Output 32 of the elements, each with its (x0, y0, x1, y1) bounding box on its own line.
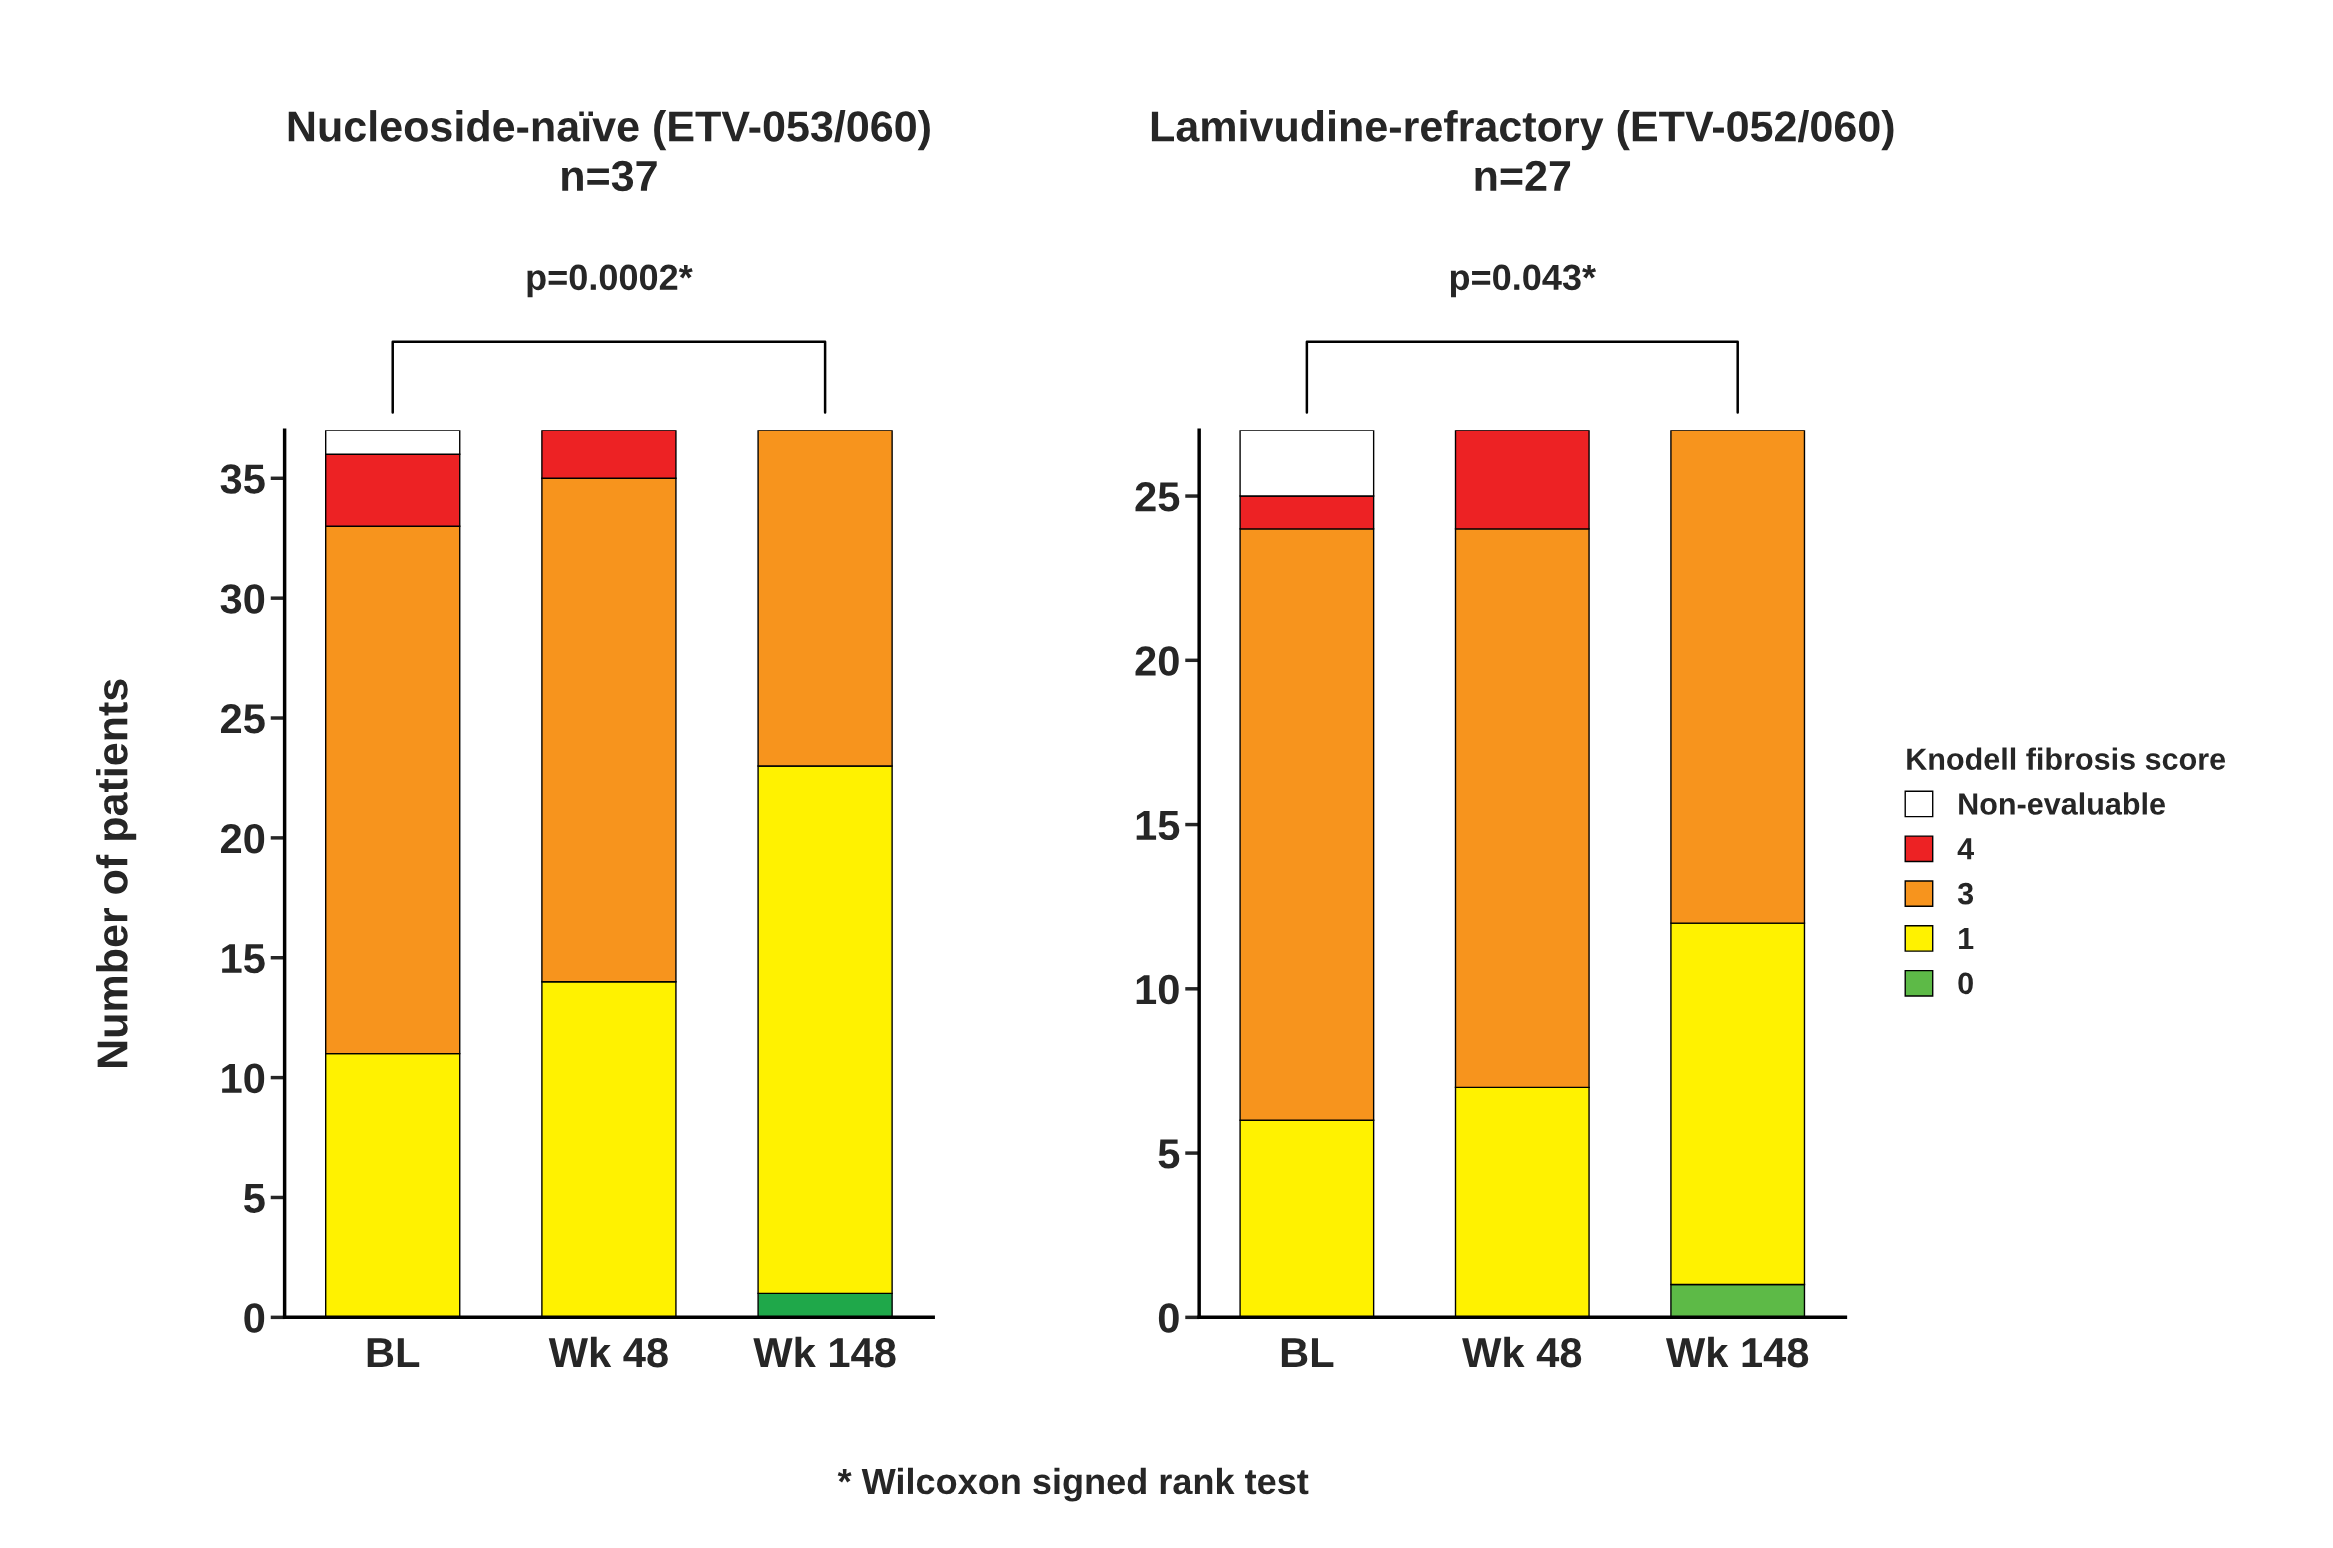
y-tick-label: 10 (222, 1063, 265, 1094)
y-tick-label: 35 (220, 464, 265, 494)
text: p=0.0002* (527, 264, 693, 298)
legend-title: Knodell fibrosis score (1907, 747, 2226, 770)
y-tick-label: 0 (1158, 1303, 1179, 1333)
y-tick-label: 25 (1135, 482, 1180, 512)
y-axis-title: Number of patients (96, 679, 137, 1068)
x-tick-label: Wk 48 (1462, 1336, 1582, 1368)
legend-label: 0 (1958, 972, 1973, 995)
y-tick-label: 30 (220, 584, 265, 614)
chart-title: Nucleoside-naïve (ETV-053/060) n=37 (288, 110, 930, 192)
y-tick-label: 10 (1136, 974, 1179, 1005)
text: * Wilcoxon signed rank test (837, 1467, 1309, 1502)
x-tick-label: Wk 148 (753, 1336, 896, 1368)
x-tick-label: Wk 48 (548, 1336, 668, 1368)
x-tick-label: BL (367, 1338, 420, 1367)
legend-label: 4 (1957, 838, 1974, 860)
y-tick-label: 15 (1136, 811, 1180, 841)
x-tick-label: Wk 148 (1665, 1336, 1809, 1368)
legend-label: 3 (1957, 882, 1974, 905)
x-tick-label: BL (1281, 1338, 1334, 1367)
y-tick-label: 5 (243, 1183, 265, 1213)
legend-label: 1 (1959, 927, 1974, 950)
chart-title: Lamivudine-refractory (ETV-052/060) n=27 (1151, 110, 1894, 191)
y-tick-label: 0 (244, 1303, 265, 1333)
y-tick-label: 5 (1158, 1139, 1180, 1169)
legend-label: Non-evaluable (1959, 792, 2165, 815)
y-tick-label: 25 (220, 704, 265, 734)
text: p=0.043* (1450, 264, 1597, 298)
y-tick-label: 20 (1135, 646, 1179, 676)
y-tick-label: 15 (222, 944, 265, 974)
y-tick-label: 20 (220, 823, 265, 854)
